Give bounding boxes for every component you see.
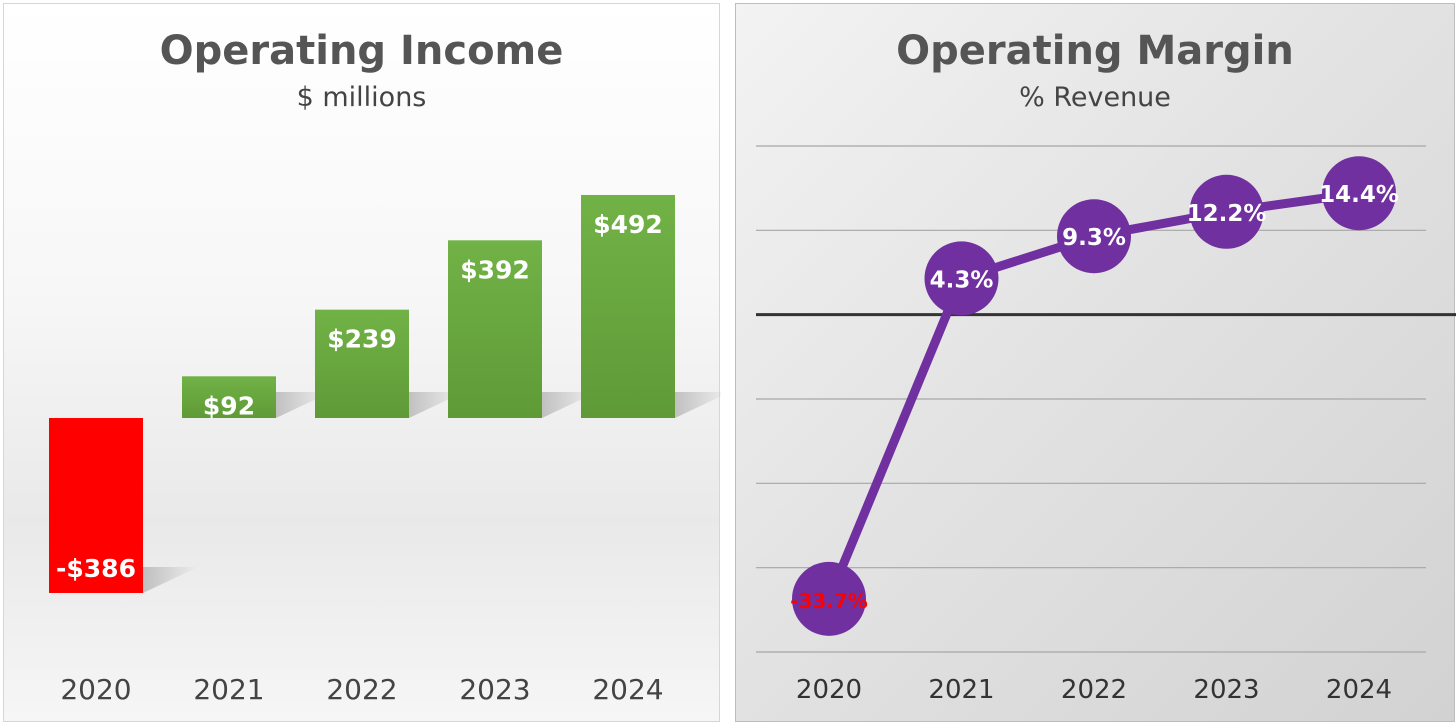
x-tick-label: 2021 xyxy=(928,675,994,705)
operating-margin-plot: -33.7% 2020 4.3% 2021 9.3% 2022 12.2% 2023 14.4%… xyxy=(756,145,1456,705)
x-tick-label: 2020 xyxy=(60,673,131,706)
bar xyxy=(581,194,675,418)
x-tick-label: 2023 xyxy=(1193,675,1259,705)
bar xyxy=(315,309,409,418)
data-point xyxy=(1189,174,1264,249)
x-tick-label: 2022 xyxy=(326,673,397,706)
data-label: $492 xyxy=(593,210,663,239)
x-tick-label: 2022 xyxy=(1061,675,1127,705)
x-tick-label: 2020 xyxy=(796,675,862,705)
bar xyxy=(49,418,143,593)
data-label: $239 xyxy=(327,325,397,354)
bar xyxy=(182,376,276,418)
chart-title: Operating Income xyxy=(159,28,564,74)
data-label: $392 xyxy=(460,255,530,284)
data-label: -33.7% xyxy=(790,589,868,613)
x-tick-label: 2023 xyxy=(459,673,530,706)
data-label: 9.3% xyxy=(1062,225,1126,251)
operating-margin-chart: Operating Margin % Revenue -33.7% 2020 4.3… xyxy=(735,3,1456,722)
data-label: 14.4% xyxy=(1319,182,1399,208)
data-label: $92 xyxy=(203,391,255,420)
data-label: 12.2% xyxy=(1187,201,1267,227)
chart-title: Operating Margin xyxy=(896,28,1294,74)
data-label: 4.3% xyxy=(930,267,994,293)
data-point xyxy=(792,561,866,636)
x-tick-label: 2024 xyxy=(1326,675,1392,705)
data-point xyxy=(924,241,999,316)
operating-income-plot: -$386 2020 $92 2021 $239 2022 $392 2023 $492 2024 xyxy=(49,194,721,706)
data-point xyxy=(1057,199,1131,274)
data-label: -$386 xyxy=(56,554,136,583)
bar-shadow xyxy=(143,566,198,593)
chart-subtitle: % Revenue xyxy=(1019,82,1171,113)
data-point xyxy=(1322,156,1396,231)
operating-income-chart: Operating Income $ millions -$386 2020 $92… xyxy=(3,3,721,722)
x-tick-label: 2021 xyxy=(193,673,264,706)
bar xyxy=(448,240,542,418)
chart-subtitle: $ millions xyxy=(296,82,427,113)
x-tick-label: 2024 xyxy=(592,673,663,706)
bar-shadow xyxy=(675,392,721,418)
